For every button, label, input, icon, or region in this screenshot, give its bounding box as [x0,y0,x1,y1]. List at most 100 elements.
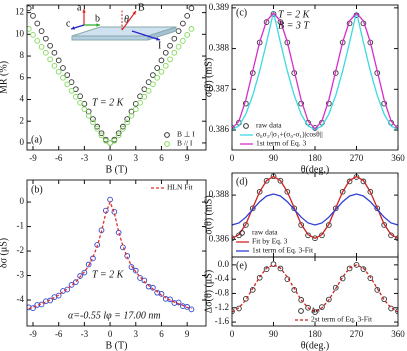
data-point [120,125,126,132]
annotation: α=-0.55 lφ = 17.00 nm [68,310,161,321]
x-tick-label: 0 [230,153,235,163]
y-tick-label: 8 [20,50,25,60]
data-point [188,306,195,313]
inset-arrow [121,10,137,31]
data-point [374,287,381,293]
y-tick-label: -2 [17,245,25,255]
data-point [94,123,101,130]
data-point [360,178,367,185]
legend-marker [298,308,304,314]
x-tick-label: 270 [350,329,364,339]
data-point [72,93,79,100]
y-tick-label: -0.8 [215,288,230,298]
x-tick-label: 6 [159,153,164,163]
legend-label: Fit by Eq. 3 [252,237,288,246]
data-point [367,188,374,195]
data-point [150,72,156,78]
inset-arrowhead [96,23,100,27]
panel-label: (c) [236,7,247,18]
data-point [68,281,75,288]
data-point [360,266,367,273]
data-point [242,222,249,228]
inset-slab-side [71,35,149,41]
data-point [167,296,173,303]
data-point [115,132,122,139]
data-point [277,265,284,272]
annotation: T = 2 K [92,269,125,280]
series-line [232,193,398,226]
legend-label: 2st term of Eq. 3-Fit [311,315,373,324]
data-point [381,222,388,228]
y-tick-label: 0.388 [209,43,230,53]
legend-label: σ₀σ₁/|σ₁+(σ₀-σ₁)|cosθ|| [256,130,323,139]
data-point [305,304,311,311]
data-point [55,57,62,64]
plot-area [232,11,398,131]
data-point [277,177,284,184]
data-point [167,56,173,63]
y-tick-label: -0.4 [215,273,230,283]
data-point [128,264,135,270]
plot-frame [26,179,207,327]
data-point [188,5,195,12]
data-point [90,116,96,122]
annotation: T = 2 K [92,97,125,108]
plot-area [232,261,398,315]
data-point [150,81,156,88]
data-point [68,87,75,94]
data-point [171,49,178,56]
inset-label: a [77,2,82,13]
y-tick-label: 0.386 [209,124,230,134]
data-point [77,99,83,106]
data-point [85,108,92,115]
legend-label: 1st term of Eq. 3-Fit [252,246,314,255]
data-point [175,28,182,34]
data-point [158,68,165,75]
data-point [184,13,191,19]
data-point [34,20,41,27]
data-point [353,262,360,268]
data-point [184,32,191,38]
data-point [55,292,62,299]
data-point [312,309,318,315]
data-point [124,119,131,126]
data-point [291,205,298,212]
data-point [77,273,83,279]
x-axis-label: θ(deg.) [301,340,329,351]
legend-label: 1st term of Eq. 3 [256,139,306,148]
y-tick-label: 0.389 [209,2,230,12]
y-axis-label: σ(θ) (mS) [203,195,214,234]
panel-label: (a) [31,134,42,145]
data-point [137,99,143,106]
data-point [141,277,148,284]
x-axis-label: B (T) [106,340,128,351]
y-axis-label: Δσ(θ) (μS) [203,270,214,313]
plot-frame [231,256,399,327]
data-point [171,35,178,42]
data-point [284,188,291,195]
data-point [64,72,71,78]
panel-label: (b) [31,184,43,195]
data-point [60,74,66,81]
data-point [353,174,360,180]
data-point [256,188,263,195]
data-point [167,42,173,49]
data-point [85,261,92,268]
x-tick-label: 9 [185,153,190,163]
data-point [339,275,346,282]
data-point [154,65,161,71]
data-point [34,37,41,44]
legend-label: B // I [177,139,193,148]
plot-frame [26,4,207,151]
data-point [145,79,152,85]
panel-label: (e) [236,260,247,271]
data-point [242,295,249,302]
data-point [236,305,242,312]
data-point [51,62,58,69]
inset-arrowhead [71,26,75,30]
data-point [51,49,58,56]
data-point [188,26,195,32]
y-tick-label: 0.387 [209,83,230,93]
x-tick-label: 3 [134,153,139,163]
legend-label: Δσ [311,306,320,315]
